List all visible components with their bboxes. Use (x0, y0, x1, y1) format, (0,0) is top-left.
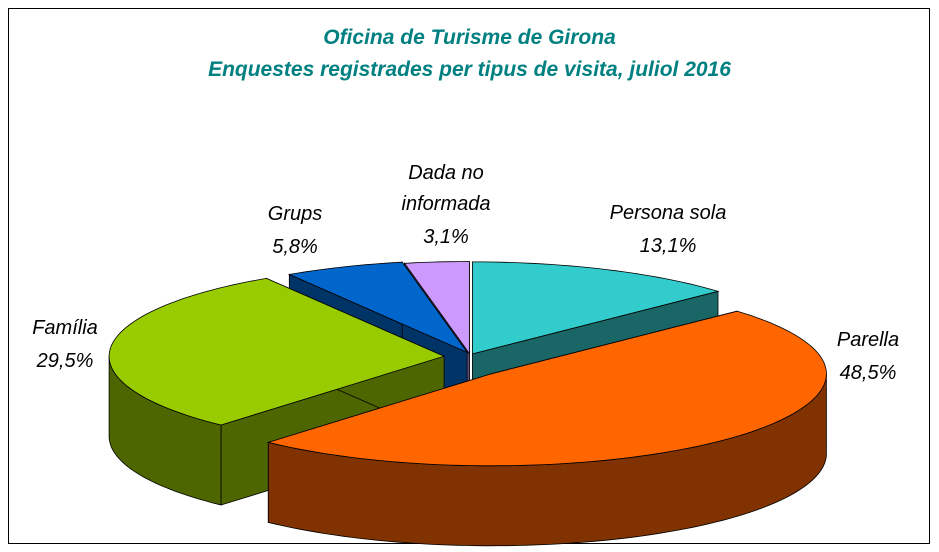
slice-label: Família (32, 317, 98, 339)
slice-label: Dada no informada (401, 162, 491, 215)
pie-slice (266, 310, 827, 467)
pie-slice (287, 261, 469, 354)
pie-slice (403, 261, 470, 355)
slice-value-label: 5,8% (272, 236, 318, 258)
slice-value-label: 13,1% (639, 235, 697, 257)
slice-value-label: 29,5% (36, 350, 94, 372)
slice-label: Grups (267, 203, 323, 225)
slice-value-label: 48,5% (839, 362, 897, 384)
slice-label: Persona sola (609, 202, 727, 224)
slice-label: Parella (836, 329, 900, 351)
chart-subtitle: Enquestes registrades per tipus de visit… (208, 58, 731, 81)
chart-title: Oficina de Turisme de Girona (323, 26, 616, 49)
pie-slice (108, 277, 446, 426)
pie-slice (472, 261, 720, 355)
slice-value-label: 3,1% (423, 226, 469, 248)
